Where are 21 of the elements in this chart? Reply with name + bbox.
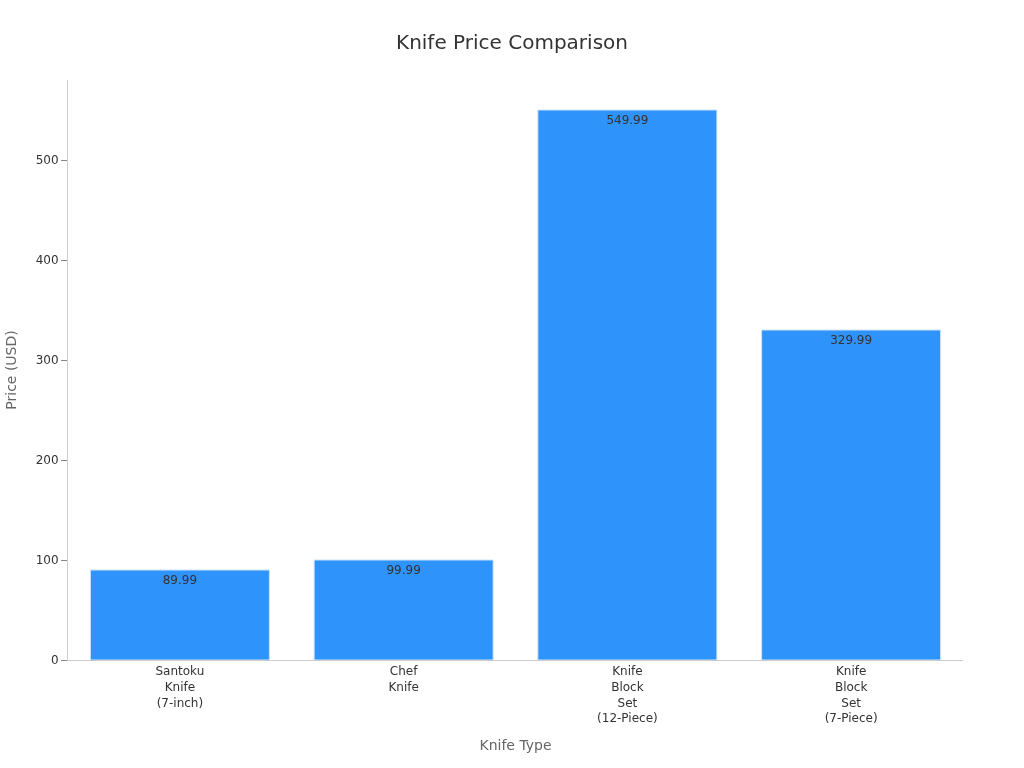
data-label: 549.99 (606, 113, 649, 128)
y-tick-label: 300 (35, 353, 59, 368)
y-tick-label: 400 (35, 253, 59, 268)
y-tick-label: 100 (35, 553, 59, 568)
data-label: 99.99 (386, 563, 421, 578)
y-tick-label: 0 (50, 653, 59, 668)
x-tick-label: Chef Knife (388, 664, 419, 694)
y-axis-title: Price (USD) (3, 330, 20, 410)
bar (537, 109, 718, 660)
chart-title: Knife Price Comparison (396, 29, 628, 54)
bar (89, 569, 270, 660)
bar (761, 329, 942, 660)
x-tick-label: Knife Block Set (7-Piece) (824, 664, 878, 726)
x-axis-title: Knife Type (479, 736, 552, 753)
data-label: 329.99 (830, 333, 873, 348)
bar (313, 559, 494, 660)
x-tick-label: Knife Block Set (12-Piece) (597, 664, 658, 726)
y-tick-label: 500 (35, 153, 59, 168)
data-label: 89.99 (162, 573, 198, 588)
x-tick-label: Santoku Knife (7-inch) (155, 664, 205, 710)
y-tick-label: 200 (35, 453, 59, 468)
